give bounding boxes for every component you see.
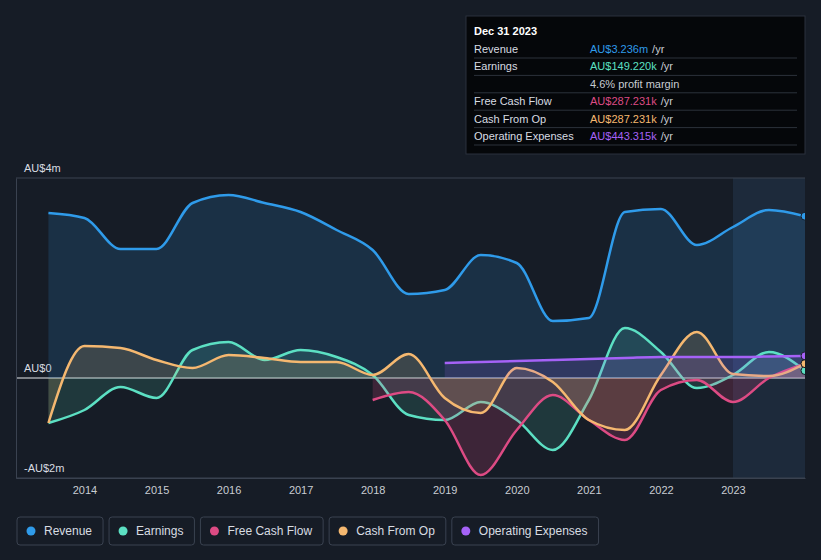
x-tick: 2018 xyxy=(361,478,385,496)
grid-line xyxy=(16,478,805,479)
y-tick-label: AU$0 xyxy=(24,362,52,374)
grid-line xyxy=(16,178,805,179)
x-tick-label: 2020 xyxy=(505,484,529,496)
series-line xyxy=(445,356,805,363)
legend-swatch xyxy=(461,527,470,536)
chart-svg: AU$4mAU$0-AU$2m2014201520162017201820192… xyxy=(0,0,821,560)
legend-label: Free Cash Flow xyxy=(227,524,312,538)
tooltip-value: AU$3.236m xyxy=(590,43,648,55)
legend-label: Operating Expenses xyxy=(479,524,588,538)
series-area xyxy=(445,356,805,378)
legend: Revenue Earnings Free Cash Flow Cash From O… xyxy=(17,517,599,545)
x-tick-label: 2022 xyxy=(649,484,673,496)
tooltip-separator xyxy=(474,92,797,93)
tooltip-unit: /yr xyxy=(661,60,674,72)
series-line xyxy=(48,332,805,430)
x-axis: 2014 2015 2016 2017 2018 2019 2020 2021 2022 2023 xyxy=(17,478,806,496)
y-tick-label: -AU$2m xyxy=(24,462,64,474)
legend-label: Revenue xyxy=(44,524,92,538)
end-dot xyxy=(801,360,805,368)
x-tick-label: 2015 xyxy=(145,484,169,496)
tooltip-value: AU$149.220k xyxy=(590,60,657,72)
legend-item[interactable]: Operating Expenses xyxy=(452,517,599,545)
y-axis-line xyxy=(16,179,17,479)
end-dot xyxy=(801,360,805,368)
x-tick: 2022 xyxy=(649,478,673,496)
tooltip-label: Cash From Op xyxy=(474,113,546,125)
tooltip-value: AU$287.231k xyxy=(590,113,657,125)
tooltip-separator xyxy=(474,75,797,76)
x-tick: 2014 xyxy=(73,478,97,496)
y-tick: AU$0 xyxy=(16,362,52,379)
x-tick-label: 2018 xyxy=(361,484,385,496)
x-tick: 2021 xyxy=(577,478,601,496)
x-axis-line xyxy=(17,478,806,479)
end-dot xyxy=(801,352,805,360)
x-tick: 2017 xyxy=(289,478,313,496)
tooltip-separator xyxy=(474,110,797,111)
tooltip-unit: /yr xyxy=(661,113,674,125)
background xyxy=(0,0,821,560)
tooltip-title: Dec 31 2023 xyxy=(474,25,537,37)
tooltip-label: Revenue xyxy=(474,43,518,55)
legend-swatch xyxy=(27,527,36,536)
tooltip-separator xyxy=(474,127,797,128)
tooltip-value: AU$443.315k xyxy=(590,130,657,142)
x-tick: 2023 xyxy=(721,478,745,496)
x-tick: 2015 xyxy=(145,478,169,496)
series-area xyxy=(48,332,805,430)
legend-swatch xyxy=(119,527,128,536)
chart-container: AU$4mAU$0-AU$2m2014201520162017201820192… xyxy=(0,0,821,560)
tooltip-label: Free Cash Flow xyxy=(474,95,552,107)
x-tick-label: 2023 xyxy=(721,484,745,496)
y-tick: -AU$2m xyxy=(16,462,64,479)
x-tick-label: 2021 xyxy=(577,484,601,496)
tooltip-value: AU$287.231k xyxy=(590,95,657,107)
legend-box[interactable] xyxy=(329,517,446,545)
legend-label: Earnings xyxy=(136,524,183,538)
tooltip-unit: /yr xyxy=(661,95,674,107)
tooltip-note: 4.6% profit margin xyxy=(590,78,679,90)
tooltip-label: Operating Expenses xyxy=(474,130,574,142)
tooltip-separator xyxy=(474,145,797,146)
x-tick-label: 2017 xyxy=(289,484,313,496)
tooltip-unit: /yr xyxy=(652,43,665,55)
x-tick-label: 2016 xyxy=(217,484,241,496)
legend-label: Cash From Op xyxy=(356,524,435,538)
tooltip: Dec 31 2023 Revenue AU$3.236m/yr Earnings AU… xyxy=(466,16,805,154)
legend-box[interactable] xyxy=(17,517,103,545)
legend-box[interactable] xyxy=(200,517,323,545)
x-tick: 2019 xyxy=(433,478,457,496)
legend-item[interactable]: Earnings xyxy=(109,517,194,545)
plot-area xyxy=(48,195,805,475)
end-dot xyxy=(801,212,805,220)
tooltip-unit: /yr xyxy=(661,130,674,142)
legend-box[interactable] xyxy=(109,517,194,545)
grid xyxy=(16,178,805,478)
series-line xyxy=(48,195,805,321)
legend-swatch xyxy=(339,527,348,536)
y-tick: AU$4m xyxy=(16,162,61,179)
y-tick-label: AU$4m xyxy=(24,162,61,174)
x-tick-label: 2014 xyxy=(73,484,97,496)
tooltip-separator xyxy=(474,58,797,59)
legend-box[interactable] xyxy=(452,517,599,545)
legend-item[interactable]: Free Cash Flow xyxy=(200,517,323,545)
x-tick: 2016 xyxy=(217,478,241,496)
legend-item[interactable]: Cash From Op xyxy=(329,517,446,545)
tooltip-label: Earnings xyxy=(474,60,518,72)
legend-swatch xyxy=(210,527,219,536)
x-tick-label: 2019 xyxy=(433,484,457,496)
legend-item[interactable]: Revenue xyxy=(17,517,103,545)
x-tick: 2020 xyxy=(505,478,529,496)
tooltip-box xyxy=(466,16,805,154)
